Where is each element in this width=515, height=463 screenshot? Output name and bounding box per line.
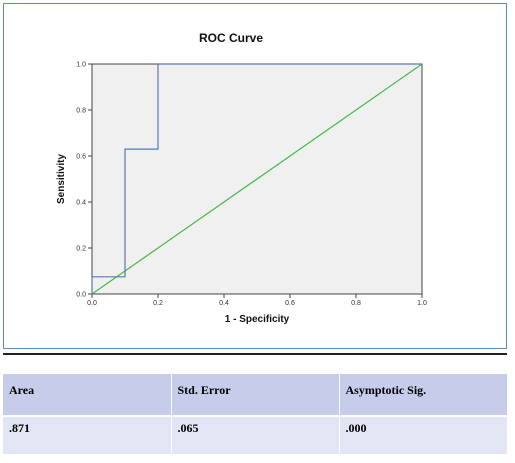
x-tick-label: 0.4 [219, 300, 229, 307]
x-tick-label: 0.6 [285, 300, 295, 307]
x-tick-label: 0.2 [153, 300, 163, 307]
x-tick-label: 0.0 [87, 300, 97, 307]
cell-asymptotic-sig: .000 [339, 415, 507, 454]
section-divider [3, 353, 507, 355]
reference-diagonal-line [91, 63, 423, 295]
x-tick-label: 1.0 [417, 300, 427, 307]
y-tick-label: 0.8 [76, 108, 86, 115]
cell-std-error: .065 [171, 415, 340, 454]
cell-area: .871 [3, 415, 172, 454]
roc-chart: ROC Curve 0.0 0.2 0.4 0.6 0.8 1.0 0.0 0.2 0.4 0.6… [56, 31, 427, 325]
y-tick-label: 0.4 [76, 200, 86, 207]
y-tick-label: 1.0 [76, 62, 86, 69]
header-asymptotic-sig: Asymptotic Sig. [339, 374, 507, 416]
roc-curve-line [91, 63, 422, 294]
roc-chart-panel: ROC Curve 0.0 0.2 0.4 0.6 0.8 1.0 0.0 0.2 0.4 0.6… [3, 3, 507, 349]
x-tick-label: 0.8 [351, 300, 361, 307]
y-tick-label: 0.6 [76, 154, 86, 161]
y-axis-label: Sensitivity [56, 154, 67, 204]
table-row: .871 .065 .000 [3, 415, 507, 454]
header-area: Area [3, 374, 172, 416]
y-tick-label: 0.2 [76, 246, 86, 253]
chart-title: ROC Curve [199, 31, 263, 45]
header-std-error: Std. Error [171, 374, 340, 416]
y-tick-label: 0.0 [76, 292, 86, 299]
table-header-row: Area Std. Error Asymptotic Sig. [3, 374, 507, 416]
auc-table: Area Std. Error Asymptotic Sig. .871 .06… [3, 374, 507, 454]
x-axis-label: 1 - Specificity [225, 314, 290, 325]
